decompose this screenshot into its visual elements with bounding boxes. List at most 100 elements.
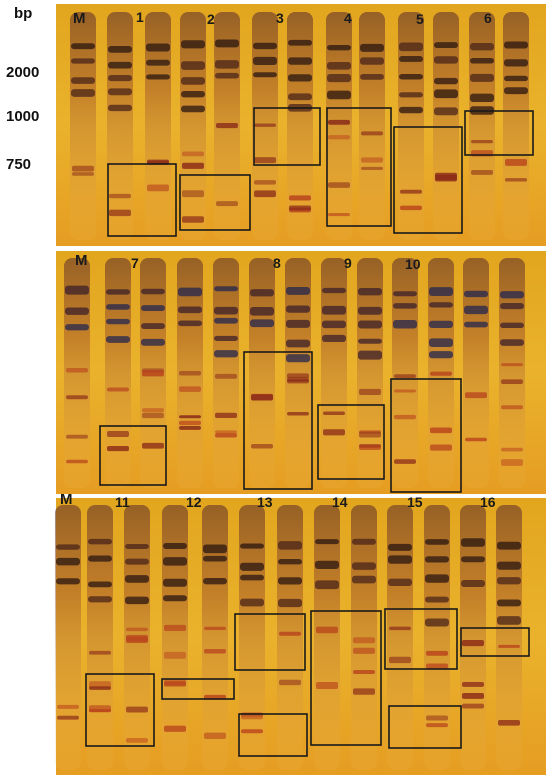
gel-lane: [387, 505, 413, 770]
dna-band: [399, 92, 423, 98]
marker-lane-label: M: [75, 252, 88, 269]
dna-band: [216, 201, 238, 207]
lane-label: 8: [273, 255, 281, 271]
dna-band: [323, 411, 345, 415]
dna-band: [108, 61, 132, 69]
gel-lane: [499, 258, 525, 488]
dna-band: [434, 77, 458, 85]
highlight-box: [384, 608, 458, 670]
gel-lane: [202, 505, 228, 770]
dna-band: [107, 446, 129, 452]
dna-band: [182, 151, 204, 157]
dna-band: [360, 73, 384, 80]
dna-band: [89, 705, 111, 712]
dna-band: [146, 43, 170, 52]
dna-band: [425, 596, 449, 603]
lane-label: 13: [257, 494, 273, 510]
dna-band: [394, 459, 416, 464]
lane-label: 10: [405, 256, 421, 272]
highlight-box: [99, 425, 167, 486]
gel-lane: [469, 12, 495, 240]
dna-band: [400, 189, 422, 194]
gel-lane: [70, 12, 96, 240]
dna-band: [179, 386, 201, 392]
gel-lane: [398, 12, 424, 240]
dna-band: [287, 412, 309, 416]
dna-band: [141, 305, 165, 312]
dna-band: [56, 557, 80, 566]
dna-band: [464, 321, 488, 328]
dna-band: [215, 373, 237, 379]
dna-band: [141, 323, 165, 329]
dna-band: [178, 306, 202, 314]
dna-band: [214, 350, 238, 358]
gel-lane: [433, 12, 459, 240]
dna-band: [215, 72, 239, 79]
highlight-boxes: [85, 107, 534, 757]
gel-lane: [287, 12, 313, 240]
dna-band: [358, 306, 382, 315]
dna-band: [322, 320, 346, 329]
gel-lane: [162, 505, 188, 770]
dna-band: [126, 738, 148, 743]
dna-band: [470, 42, 494, 51]
lane-label: 14: [332, 494, 348, 510]
lane-label: 3: [276, 10, 284, 26]
lane-label: 11: [115, 494, 130, 510]
dna-band: [434, 42, 458, 49]
dna-band: [106, 304, 130, 310]
dna-band: [288, 57, 312, 65]
lane-label: 12: [186, 494, 202, 510]
dna-band: [358, 338, 382, 344]
highlight-box: [390, 378, 462, 493]
dna-band: [182, 162, 204, 169]
dna-band: [471, 170, 493, 175]
dna-band: [470, 73, 494, 82]
gel-lane: [359, 12, 385, 240]
dna-band: [215, 433, 237, 438]
dna-band: [352, 562, 376, 570]
dna-band: [240, 543, 264, 549]
dna-band: [359, 431, 381, 438]
dna-band: [57, 715, 79, 720]
dna-band: [71, 77, 95, 84]
dna-band: [106, 318, 130, 325]
dna-band: [109, 209, 131, 217]
dna-band: [328, 135, 350, 140]
highlight-box: [388, 705, 462, 749]
dna-band: [505, 178, 527, 182]
dna-band: [215, 39, 239, 48]
dna-band: [126, 627, 148, 632]
dna-band: [500, 291, 524, 299]
gel-lane: [314, 505, 340, 770]
dna-band: [393, 319, 417, 329]
dna-band: [215, 430, 237, 434]
gel-lane: [107, 12, 133, 240]
dna-band: [179, 420, 201, 426]
dna-band: [141, 338, 165, 346]
gel-lane: [145, 12, 171, 240]
dna-band: [289, 195, 311, 201]
dna-band: [426, 663, 448, 669]
gel-lane: [64, 258, 90, 488]
dna-band: [327, 73, 351, 83]
dna-band: [504, 75, 528, 82]
dna-band: [253, 42, 277, 50]
dna-band: [316, 626, 338, 634]
dna-band: [88, 581, 112, 588]
gel-lane: [392, 258, 418, 488]
dna-band: [435, 177, 457, 182]
dna-band: [163, 543, 187, 549]
dna-band: [240, 562, 264, 571]
dna-band: [203, 577, 227, 585]
dna-band: [388, 578, 412, 586]
dna-band: [66, 368, 88, 373]
dna-band: [163, 595, 187, 602]
dna-band: [388, 543, 412, 551]
dna-band: [203, 555, 227, 562]
dna-band: [250, 289, 274, 297]
lane-label: 6: [484, 10, 492, 26]
dna-band: [163, 578, 187, 587]
dna-band: [501, 379, 523, 384]
dna-band: [286, 339, 310, 348]
